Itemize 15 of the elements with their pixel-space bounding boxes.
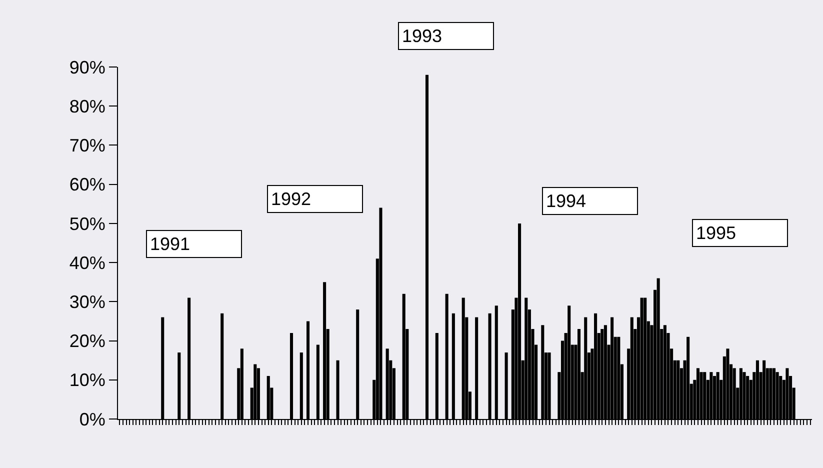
annotation: 1995 (696, 223, 736, 243)
annotation: 1991 (150, 234, 190, 254)
y-tick-label: 0% (79, 409, 106, 430)
y-tick-label: 40% (69, 252, 106, 273)
y-tick-label: 80% (69, 96, 106, 116)
y-tick-label: 70% (69, 136, 106, 156)
y-tick-label: 90% (69, 57, 106, 78)
y-tick-label: 60% (69, 174, 106, 195)
text: 1993 (402, 26, 442, 46)
annotation: 1992 (271, 189, 312, 209)
y-tick-label: 50% (69, 214, 106, 234)
y-tick-label: 10% (69, 370, 106, 390)
y-tick-label: 30% (69, 292, 106, 312)
y-tick-label: 20% (69, 331, 106, 352)
annotation: 1994 (546, 191, 586, 211)
